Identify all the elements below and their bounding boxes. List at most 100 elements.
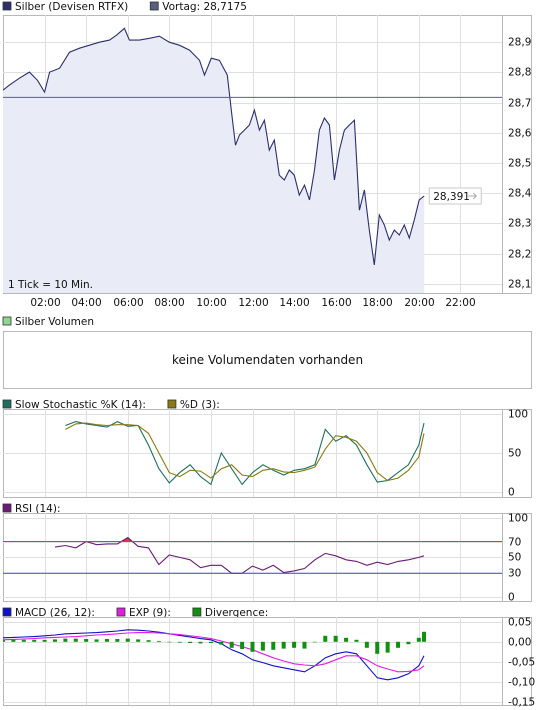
y-tick-label: 28,6 <box>508 128 532 140</box>
x-tick-label: 04:00 <box>71 297 101 309</box>
divergence-bar <box>344 637 349 642</box>
legend-label: %D (3): <box>180 399 220 411</box>
divergence-bar <box>281 641 286 649</box>
legend-swatch <box>116 607 126 617</box>
plot-area <box>65 420 425 486</box>
legend-label: Vortag: 28,7175 <box>162 1 247 13</box>
x-tick-label: 10:00 <box>196 297 226 309</box>
divergence-bar <box>177 641 182 643</box>
divergence-bar <box>42 639 47 642</box>
y-tick-label: 50 <box>508 552 521 564</box>
divergence-bar <box>136 639 141 642</box>
divergence-bar <box>21 639 26 642</box>
x-tick-label: 22:00 <box>445 297 475 309</box>
y-tick-label: 28,7 <box>508 98 531 110</box>
last-value-label: 28,391 <box>433 191 470 203</box>
divergence-bar <box>292 641 297 648</box>
legend-label: RSI (14): <box>15 503 61 515</box>
x-tick-label: 20:00 <box>404 297 434 309</box>
y-tick-label: -0,15 <box>508 697 535 709</box>
y-tick-label: 28,1 <box>508 279 531 291</box>
series-line <box>3 632 425 673</box>
legend-swatch <box>2 503 12 513</box>
legend-swatch <box>167 399 177 409</box>
divergence-bar <box>312 641 317 643</box>
y-tick-label: -0,05 <box>508 657 535 669</box>
divergence-bar <box>32 639 37 642</box>
divergence-bar <box>84 639 89 642</box>
last-value-box <box>428 187 482 205</box>
panel-frame <box>3 331 532 389</box>
divergence-bar <box>73 638 78 642</box>
price-area <box>3 28 425 293</box>
series-line <box>65 420 425 486</box>
plot-area <box>3 27 425 293</box>
y-tick-label: 28,9 <box>508 37 531 49</box>
divergence-bar <box>271 641 276 650</box>
legend-swatch <box>149 1 159 11</box>
x-tick-label: 08:00 <box>154 297 184 309</box>
series-line <box>3 629 425 681</box>
legend-label: Divergence: <box>205 607 268 619</box>
divergence-bar <box>396 641 401 648</box>
annotation: 1 Tick = 10 Min. <box>8 279 93 291</box>
grid <box>3 617 502 705</box>
divergence-bar <box>104 639 109 642</box>
divergence-bar <box>323 635 328 642</box>
divergence-bar <box>219 641 224 645</box>
y-tick-label: 28,4 <box>508 188 532 200</box>
legend-swatch <box>2 1 12 11</box>
divergence-bar <box>375 641 380 654</box>
y-tick-label: 28,8 <box>508 67 531 79</box>
legend-label: Slow Stochastic %K (14): <box>15 399 146 411</box>
last-value-arrow <box>468 192 477 200</box>
panel-frame <box>3 617 532 706</box>
divergence-bar <box>94 639 99 642</box>
divergence-bar <box>146 640 151 642</box>
plot-area <box>3 629 427 681</box>
legend-label: Silber (Devisen RTFX) <box>15 1 128 13</box>
divergence-bar <box>333 635 338 642</box>
y-tick-label: 100 <box>508 513 528 525</box>
divergence-bar <box>416 637 421 642</box>
legend-swatch <box>2 399 12 409</box>
y-tick-label: 28,3 <box>508 218 531 230</box>
y-tick-label: 28,5 <box>508 158 531 170</box>
y-tick-label: 70 <box>508 537 521 549</box>
divergence-bar <box>11 639 16 642</box>
divergence-bar <box>354 639 359 642</box>
divergence-bar <box>229 641 234 648</box>
y-tick-label: -0,10 <box>508 677 535 689</box>
legend-label: EXP (9): <box>129 607 171 619</box>
x-tick-label: 18:00 <box>362 297 392 309</box>
x-tick-label: 12:00 <box>238 297 268 309</box>
divergence-bar <box>240 641 245 649</box>
y-tick-label: 0,00 <box>508 637 531 649</box>
series-line <box>3 27 425 265</box>
divergence-bar <box>63 638 68 642</box>
y-tick-label: 50 <box>508 448 521 460</box>
divergence-bar <box>156 641 161 642</box>
legend-swatch <box>2 316 12 326</box>
legend-swatch <box>2 607 12 617</box>
divergence-bar <box>250 641 255 652</box>
divergence-bar <box>422 631 427 642</box>
divergence-bar <box>3 639 5 642</box>
divergence-bar <box>52 639 57 642</box>
legend-label: Silber Volumen <box>15 316 94 328</box>
y-tick-label: 28,2 <box>508 249 531 261</box>
y-tick-label: 100 <box>508 409 528 421</box>
y-tick-label: 30 <box>508 568 521 580</box>
y-tick-label: 0 <box>508 487 515 499</box>
x-tick-label: 06:00 <box>113 297 143 309</box>
divergence-bar <box>364 641 369 648</box>
x-tick-label: 02:00 <box>30 297 60 309</box>
legend-swatch <box>192 607 202 617</box>
divergence-bar <box>125 638 130 642</box>
y-tick-label: 0 <box>508 592 515 604</box>
divergence-bar <box>406 641 411 645</box>
divergence-bar <box>188 641 193 643</box>
legend-label: MACD (26, 12): <box>15 607 95 619</box>
divergence-bar <box>260 641 265 651</box>
